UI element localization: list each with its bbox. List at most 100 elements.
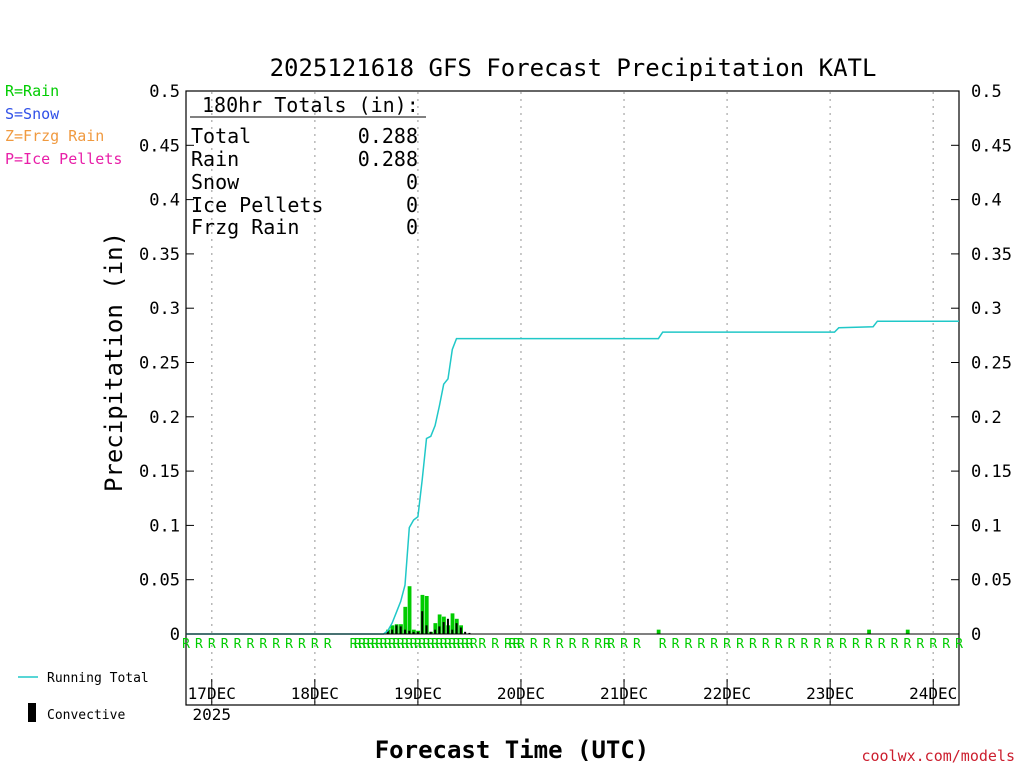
- y-tick-label-right: 0: [971, 625, 981, 645]
- precip-bar: [424, 595, 429, 634]
- ptype-letter: R: [311, 637, 319, 652]
- y-tick-label-right: 0.15: [971, 462, 1012, 482]
- ptype-letter: R: [195, 637, 203, 652]
- ptype-legend: R=Rain S=Snow Z=Frzg Rain P=Ice Pellets: [5, 82, 122, 168]
- convective-bar: [451, 629, 454, 634]
- totals-value-frzg-rain: 0: [406, 215, 418, 239]
- x-axis: 17DEC 2025 18DEC 19DEC 20DEC 21DEC 22DEC 23DEC 2…: [188, 679, 957, 724]
- line-legend: Running Total Convective: [18, 671, 149, 723]
- ptype-letter: R: [775, 637, 783, 652]
- totals-value-total: 0.288: [358, 124, 418, 148]
- ptype-letter: R: [234, 637, 242, 652]
- y-tick-label: 0.4: [149, 191, 180, 211]
- ptype-letter: R: [380, 637, 388, 652]
- ptype-letter: R: [916, 637, 924, 652]
- y-tick-label-right: 0.1: [971, 516, 1002, 536]
- y-tick-label-right: 0.2: [971, 408, 1002, 428]
- totals-label-ice-pellets: Ice Pellets: [191, 193, 323, 217]
- ptype-letter: R: [955, 637, 963, 652]
- y-axis-left: 0 0.05 0.1 0.15 0.2 0.25 0.3 0.35 0.4 0.45 0.5: [139, 82, 194, 645]
- y-tick-label-right: 0.05: [971, 571, 1012, 591]
- ptype-letter: R: [569, 637, 577, 652]
- ptype-letter: R: [697, 637, 705, 652]
- convective-bars: [386, 611, 471, 634]
- ptype-letter: R: [298, 637, 306, 652]
- x-tick-label: 18DEC: [291, 684, 339, 703]
- convective-bar: [412, 631, 415, 634]
- convective-bar: [421, 611, 424, 634]
- ptype-letter: R: [414, 637, 422, 652]
- legend-rain: R=Rain: [5, 82, 59, 100]
- y-tick-label: 0.2: [149, 408, 180, 428]
- ptype-letter: R: [594, 637, 602, 652]
- convective-bar: [446, 618, 449, 634]
- ptype-letter: R: [247, 637, 255, 652]
- ptype-letters: R R R R R R R R R R R R RRRRRRRRRRRRRRRRRRRRRRRRRRRR…: [182, 637, 963, 652]
- ptype-letter: R: [659, 637, 667, 652]
- legend-freezing-rain: Z=Frzg Rain: [5, 127, 104, 145]
- x-tick-label: 19DEC: [394, 684, 442, 703]
- precip-bar: [905, 629, 910, 634]
- ptype-letter: R: [384, 637, 392, 652]
- chart-title: 2025121618 GFS Forecast Precipitation KA…: [270, 54, 877, 82]
- ptype-letter: R: [410, 637, 418, 652]
- totals-label-frzg-rain: Frzg Rain: [191, 215, 299, 239]
- precip-bar: [450, 613, 455, 634]
- ptype-letter: R: [633, 637, 641, 652]
- ptype-letter: R: [423, 637, 431, 652]
- convective-bar: [408, 630, 411, 634]
- ptype-letter: R: [470, 637, 478, 652]
- ptype-letter: R: [354, 637, 362, 652]
- ptype-letter: R: [350, 637, 358, 652]
- convective-bar: [468, 632, 471, 634]
- x-tick-label: 24DEC: [909, 684, 957, 703]
- ptype-letter: R: [453, 637, 461, 652]
- ptype-letter: R: [581, 637, 589, 652]
- ptype-letter: R: [440, 637, 448, 652]
- ptype-letter: R: [491, 637, 499, 652]
- ptype-letter: R: [710, 637, 718, 652]
- y-tick-label: 0.5: [149, 82, 180, 102]
- ptype-letter: R: [435, 637, 443, 652]
- convective-bar: [386, 630, 389, 634]
- ptype-letter: R: [852, 637, 860, 652]
- y-axis-right: 0 0.05 0.1 0.15 0.2 0.25 0.3 0.35 0.4 0.45 0.5: [951, 82, 1012, 645]
- ptype-letter: R: [556, 637, 564, 652]
- ptype-letter: R: [375, 637, 383, 652]
- y-tick-label: 0.25: [139, 354, 180, 374]
- x-tick-year: 2025: [193, 705, 232, 724]
- ptype-letter: R: [839, 637, 847, 652]
- ptype-letter: R: [865, 637, 873, 652]
- ptype-letter: R: [813, 637, 821, 652]
- convective-bar: [442, 622, 445, 634]
- totals-label-snow: Snow: [191, 170, 240, 194]
- x-tick-label: 22DEC: [703, 684, 751, 703]
- ptype-letter: R: [457, 637, 465, 652]
- running-total-series: [186, 320, 959, 635]
- precip-bar: [867, 629, 871, 634]
- convective-bar: [425, 625, 428, 634]
- convective-bar: [434, 629, 437, 634]
- ptype-letter: R: [517, 637, 525, 652]
- ptype-letter: R: [358, 637, 366, 652]
- x-tick-label: 21DEC: [600, 684, 648, 703]
- precip-bar: [433, 623, 438, 634]
- x-tick-label: 17DEC: [188, 684, 236, 703]
- legend-ice-pellets: P=Ice Pellets: [5, 150, 122, 168]
- ptype-letter: R: [904, 637, 912, 652]
- x-axis-label: Forecast Time (UTC): [375, 736, 650, 764]
- ptype-letter: R: [367, 637, 375, 652]
- convective-bar: [455, 623, 458, 634]
- ptype-letter: R: [530, 637, 538, 652]
- ptype-letter: R: [672, 637, 680, 652]
- ptype-letter: R: [461, 637, 469, 652]
- y-tick-label-right: 0.35: [971, 245, 1012, 265]
- ptype-letter: R: [182, 637, 190, 652]
- convective-bar: [459, 627, 462, 634]
- y-tick-label-right: 0.3: [971, 299, 1002, 319]
- precip-bar: [437, 614, 442, 634]
- ptype-letter: R: [800, 637, 808, 652]
- ptype-letter: R: [448, 637, 456, 652]
- plot-frame: [185, 90, 960, 706]
